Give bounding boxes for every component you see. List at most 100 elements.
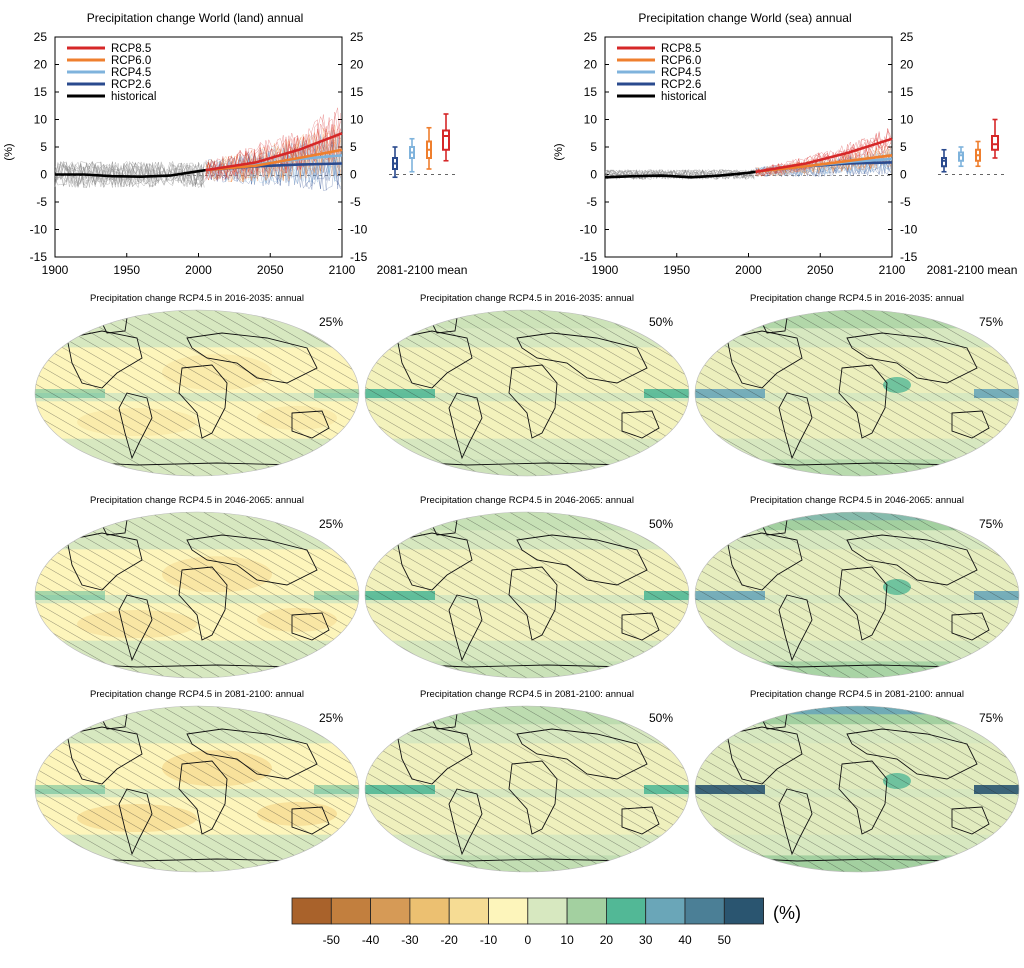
map-title: Precipitation change RCP4.5 in 2046-2065… xyxy=(750,495,964,506)
xtick-label: 2100 xyxy=(879,263,906,277)
map-coastline xyxy=(516,728,648,780)
legend-label: RCP6.0 xyxy=(661,55,701,67)
map-coastline xyxy=(838,760,888,835)
legend-label: RCP2.6 xyxy=(111,79,151,91)
ts-title-sea: Precipitation change World (sea) annual xyxy=(638,11,851,25)
ytick-label-right: 0 xyxy=(900,168,907,182)
map-coastline xyxy=(508,364,558,439)
series-line-rcp60 xyxy=(205,148,343,172)
legend-label: RCP2.6 xyxy=(661,79,701,91)
xtick-label: 2050 xyxy=(807,263,834,277)
scenario-run xyxy=(205,114,341,180)
map-hatching xyxy=(695,310,1019,476)
colorbar-tick-label: 30 xyxy=(639,933,653,947)
map-outline xyxy=(364,511,690,679)
historical-run xyxy=(604,169,755,180)
map-title: Precipitation change RCP4.5 in 2081-2100… xyxy=(750,689,964,700)
scenario-run xyxy=(755,146,891,177)
historical-run xyxy=(54,161,205,188)
ts-xticks-sea: 1900 1950 2000 2050 2100 xyxy=(592,253,906,277)
ytick-label-right: 15 xyxy=(900,85,914,99)
scenario-run xyxy=(755,149,891,177)
map-percentile: 75% xyxy=(979,315,1003,329)
legend-label: RCP4.5 xyxy=(111,67,151,79)
map-outline xyxy=(694,309,1020,477)
map-coastline xyxy=(396,532,473,591)
scenario-run xyxy=(755,135,891,175)
map-percentile: 50% xyxy=(649,517,673,531)
map-grid: Precipitation change RCP4.5 in 2016-2035… xyxy=(34,293,1020,873)
xtick-label: 1900 xyxy=(592,263,619,277)
map-coastline xyxy=(838,566,888,641)
scenario-run xyxy=(205,137,341,187)
xtick-label: 1900 xyxy=(42,263,69,277)
map-panel: Precipitation change RCP4.5 in 2046-2065… xyxy=(34,495,360,679)
map-coastline xyxy=(778,392,813,460)
map-coastline xyxy=(291,612,330,641)
map-outline xyxy=(364,705,690,873)
map-coastline xyxy=(516,332,648,384)
map-title: Precipitation change RCP4.5 in 2081-2100… xyxy=(420,689,634,700)
colorbar-ticks: -50 -40 -30 -20 -10 0 10 20 30 40 50 xyxy=(323,933,732,947)
ts-panel-land: Precipitation change World (land) annual… xyxy=(3,11,467,277)
series-line-rcp85 xyxy=(205,132,343,172)
ytick-label-right: 15 xyxy=(350,85,364,99)
map-coastline xyxy=(846,332,978,384)
colorbar-tick-label: -40 xyxy=(362,933,380,947)
map-coastline xyxy=(178,566,228,641)
map-panel: Precipitation change RCP4.5 in 2046-2065… xyxy=(694,495,1020,679)
scenario-run xyxy=(205,122,341,182)
map-coastline xyxy=(118,594,153,662)
map-title: Precipitation change RCP4.5 in 2081-2100… xyxy=(90,689,304,700)
map-title: Precipitation change RCP4.5 in 2016-2035… xyxy=(420,293,634,304)
scenario-run xyxy=(755,152,891,177)
ytick-label-right: -10 xyxy=(350,223,368,237)
colorbar-swatch xyxy=(606,897,647,925)
colorbar-tick-label: -20 xyxy=(441,933,459,947)
map-title: Precipitation change RCP4.5 in 2016-2035… xyxy=(90,293,304,304)
ytick-label: 15 xyxy=(584,85,598,99)
colorbar-swatch xyxy=(527,897,568,925)
legend-label: historical xyxy=(111,91,156,103)
colorbar-tick-label: 40 xyxy=(678,933,692,947)
map-coastline xyxy=(186,728,318,780)
colorbar-swatch xyxy=(488,897,529,925)
ytick-label-right: 25 xyxy=(900,30,914,44)
scenario-run xyxy=(205,127,341,183)
colorbar-swatch xyxy=(684,897,725,925)
ytick-label: -10 xyxy=(30,223,48,237)
map-title: Precipitation change RCP4.5 in 2046-2065… xyxy=(420,495,634,506)
legend-label: historical xyxy=(661,91,706,103)
map-coastline xyxy=(291,410,330,439)
colorbar-swatch xyxy=(723,897,764,925)
colorbar-tick-label: -50 xyxy=(323,933,341,947)
ts-panel-sea: Precipitation change World (sea) annual … xyxy=(553,11,1017,277)
xtick-label: 2050 xyxy=(257,263,284,277)
map-coastline xyxy=(778,788,813,856)
ytick-label: -10 xyxy=(580,223,598,237)
map-coastline xyxy=(448,594,483,662)
ytick-label-right: -15 xyxy=(350,250,368,264)
map-coastline xyxy=(178,364,228,439)
legend-label: RCP6.0 xyxy=(111,55,151,67)
historical-run xyxy=(604,169,755,180)
colorbar: -50 -40 -30 -20 -10 0 10 20 30 40 50 (%) xyxy=(291,897,801,947)
ytick-label-right: 20 xyxy=(350,58,364,72)
map-hatching xyxy=(365,512,689,678)
ytick-label: 20 xyxy=(34,58,48,72)
map-hatching xyxy=(35,310,359,476)
series-line-historical xyxy=(604,170,756,179)
colorbar-tick-label: 10 xyxy=(560,933,574,947)
map-coastline xyxy=(951,410,990,439)
ts-yticks-left-land: -15 -10 -5 0 5 10 15 20 25 xyxy=(30,30,59,264)
ytick-label: -15 xyxy=(580,250,598,264)
colorbar-unit: (%) xyxy=(773,903,801,923)
box-iqr xyxy=(442,129,450,151)
ytick-label-right: -5 xyxy=(350,195,361,209)
map-panel: Precipitation change RCP4.5 in 2046-2065… xyxy=(364,495,690,679)
map-percentile: 75% xyxy=(979,711,1003,725)
ytick-label: 15 xyxy=(34,85,48,99)
